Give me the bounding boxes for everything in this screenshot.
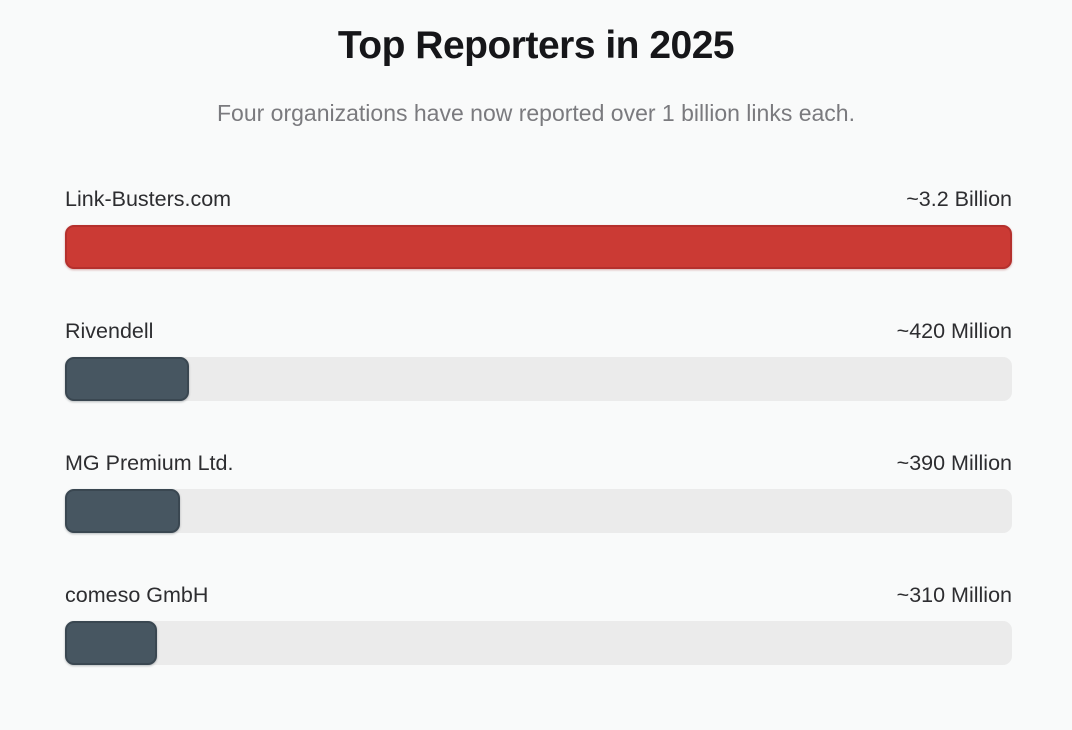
bar-row-link-busters: Link-Busters.com ~3.2 Billion [65,187,1012,269]
bar-row-mg-premium: MG Premium Ltd. ~390 Million [65,451,1012,533]
bar-row-comeso: comeso GmbH ~310 Million [65,583,1012,665]
bar-value: ~420 Million [896,319,1012,343]
bar-value: ~310 Million [896,583,1012,607]
row-header: Link-Busters.com ~3.2 Billion [65,187,1012,212]
bar-fill [65,489,181,533]
bar-value: ~390 Million [896,451,1012,475]
bar-track [65,357,1012,401]
bar-label: Rivendell [65,319,154,343]
page-title: Top Reporters in 2025 [337,24,735,67]
row-header: MG Premium Ltd. ~390 Million [65,451,1012,476]
bar-fill [65,357,190,401]
bar-fill [65,225,1012,269]
bar-label: Link-Busters.com [65,187,232,211]
bar-track [65,225,1012,269]
row-header: comeso GmbH ~310 Million [65,583,1012,608]
row-header: Rivendell ~420 Million [65,319,1012,344]
bar-chart: Link-Busters.com ~3.2 Billion Rivendell … [65,187,1012,665]
bar-fill [65,621,157,665]
page-subtitle: Four organizations have now reported ove… [217,100,855,126]
bar-label: comeso GmbH [65,583,209,607]
bar-value: ~3.2 Billion [906,187,1012,211]
bar-label: MG Premium Ltd. [65,451,234,475]
bar-track [65,621,1012,665]
bar-track [65,489,1012,533]
bar-row-rivendell: Rivendell ~420 Million [65,319,1012,401]
